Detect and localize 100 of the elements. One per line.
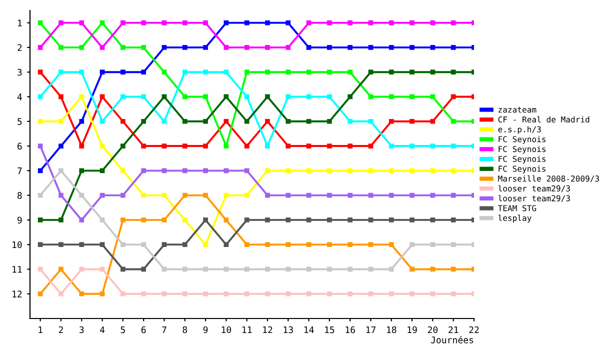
point	[162, 94, 167, 100]
point	[410, 192, 414, 198]
point	[368, 20, 374, 26]
point	[38, 192, 43, 198]
point	[388, 218, 394, 222]
y-tick-label: 9	[17, 216, 22, 224]
point	[306, 144, 312, 148]
point	[58, 266, 64, 272]
y-tick-label: 3	[18, 68, 22, 76]
x-tick-label: 9	[203, 326, 208, 334]
point	[286, 266, 291, 272]
point	[410, 144, 414, 148]
point	[58, 192, 64, 198]
point	[203, 242, 208, 248]
y-tick-label: 11	[12, 266, 22, 273]
point	[348, 266, 353, 272]
point	[79, 118, 84, 124]
point	[182, 291, 188, 296]
y-tick-label: 2	[18, 44, 22, 51]
point	[79, 242, 84, 248]
point	[430, 118, 436, 124]
legend-label: looser team29/3	[498, 185, 570, 192]
point	[286, 20, 291, 26]
x-tick-label: 10	[222, 326, 232, 334]
point	[368, 192, 374, 198]
x-tick-label: 1	[38, 326, 42, 334]
point	[120, 20, 126, 26]
point	[244, 20, 250, 26]
x-tick-label: 16	[346, 326, 355, 334]
point	[348, 218, 353, 222]
point	[348, 118, 353, 124]
point	[368, 118, 374, 124]
point	[100, 70, 105, 75]
point	[244, 118, 250, 124]
point	[348, 242, 353, 248]
point	[141, 118, 146, 124]
x-tick-label: 7	[162, 326, 166, 334]
point	[79, 291, 84, 296]
point	[79, 168, 84, 174]
point	[182, 218, 188, 222]
point	[141, 168, 146, 174]
point	[244, 144, 250, 148]
legend-label: looser team29/3	[498, 195, 570, 202]
point	[388, 192, 394, 198]
y-tick-label: 12	[12, 290, 22, 298]
point	[348, 291, 353, 296]
point	[182, 94, 188, 100]
point	[450, 266, 456, 272]
point	[306, 218, 312, 222]
point	[265, 144, 270, 148]
point	[203, 266, 208, 272]
point	[224, 94, 229, 100]
point	[388, 144, 394, 148]
point	[368, 168, 374, 174]
point	[410, 218, 414, 222]
point	[100, 45, 105, 50]
point	[79, 266, 84, 272]
point	[224, 144, 229, 148]
point	[430, 94, 436, 100]
x-tick-label: 14	[304, 326, 314, 334]
x-tick-label: 4	[100, 326, 105, 334]
point	[120, 144, 126, 148]
legend-label: FC Seynois	[498, 166, 546, 174]
x-tick-label: 5	[120, 326, 125, 334]
point	[162, 266, 167, 272]
point	[224, 291, 229, 296]
point	[141, 192, 146, 198]
point	[38, 144, 43, 148]
point	[244, 192, 250, 198]
point	[410, 20, 414, 26]
point	[38, 168, 43, 174]
point	[141, 218, 146, 222]
point	[450, 20, 456, 26]
point	[327, 118, 332, 124]
y-tick-label: 7	[18, 168, 22, 174]
point	[388, 266, 394, 272]
point	[327, 192, 332, 198]
x-tick-label: 13	[284, 326, 293, 334]
point	[388, 94, 394, 100]
legend-label: FC Seynois	[498, 136, 546, 144]
point	[100, 192, 105, 198]
point	[224, 242, 229, 248]
point	[100, 291, 105, 296]
point	[120, 45, 126, 50]
point	[203, 94, 208, 100]
legend-label: e.s.p.h/3	[498, 126, 541, 134]
point	[224, 70, 229, 75]
point	[100, 266, 105, 272]
point	[348, 192, 353, 198]
point	[450, 168, 456, 174]
point	[162, 291, 167, 296]
point	[141, 94, 146, 100]
point	[410, 291, 414, 296]
point	[450, 242, 456, 248]
point	[203, 144, 208, 148]
point	[79, 144, 84, 148]
point	[368, 266, 374, 272]
point	[265, 291, 270, 296]
y-tick-label: 8	[18, 192, 22, 199]
point	[244, 218, 250, 222]
